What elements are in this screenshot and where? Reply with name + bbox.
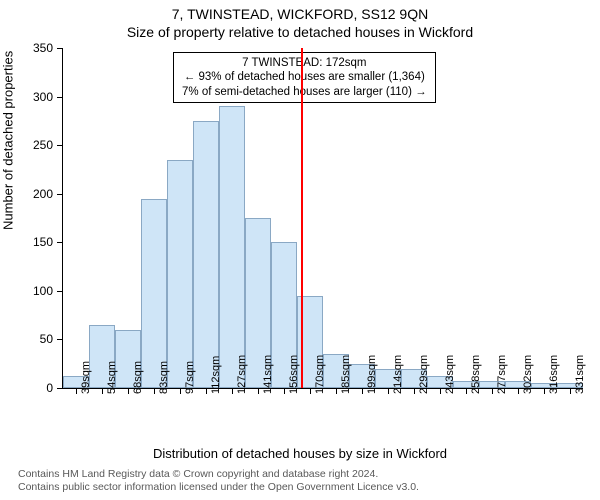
x-tick-label: 54sqm bbox=[106, 361, 118, 394]
x-tick bbox=[310, 388, 311, 394]
x-tick bbox=[570, 388, 571, 394]
x-tick bbox=[258, 388, 259, 394]
x-tick bbox=[154, 388, 155, 394]
x-tick bbox=[206, 388, 207, 394]
x-tick bbox=[492, 388, 493, 394]
x-tick-label: 316sqm bbox=[548, 355, 560, 394]
x-tick-label: 277sqm bbox=[496, 355, 508, 394]
annotation-line-3: 7% of semi-detached houses are larger (1… bbox=[182, 85, 427, 99]
x-tick bbox=[388, 388, 389, 394]
footer-line-2: Contains public sector information licen… bbox=[18, 481, 419, 494]
y-tick bbox=[57, 97, 63, 98]
x-tick-label: 170sqm bbox=[314, 355, 326, 394]
x-tick bbox=[76, 388, 77, 394]
y-tick bbox=[57, 339, 63, 340]
x-tick-label: 141sqm bbox=[262, 355, 274, 394]
histogram-bar bbox=[193, 121, 219, 388]
y-tick bbox=[57, 291, 63, 292]
x-tick bbox=[128, 388, 129, 394]
annotation-line-2: ← 93% of detached houses are smaller (1,… bbox=[182, 70, 427, 84]
x-tick-label: 199sqm bbox=[366, 355, 378, 394]
x-tick bbox=[232, 388, 233, 394]
y-tick bbox=[57, 388, 63, 389]
y-tick bbox=[57, 48, 63, 49]
y-tick-label: 200 bbox=[33, 187, 53, 201]
x-tick-label: 258sqm bbox=[470, 355, 482, 394]
y-tick-label: 50 bbox=[40, 332, 53, 346]
histogram-bar bbox=[219, 106, 245, 388]
x-axis-label: Distribution of detached houses by size … bbox=[0, 446, 600, 461]
x-tick-label: 97sqm bbox=[184, 361, 196, 394]
x-tick-label: 156sqm bbox=[288, 355, 300, 394]
x-tick-label: 229sqm bbox=[418, 355, 430, 394]
x-tick bbox=[102, 388, 103, 394]
x-tick-label: 39sqm bbox=[80, 361, 92, 394]
chart-subtitle: Size of property relative to detached ho… bbox=[0, 24, 600, 40]
x-tick bbox=[362, 388, 363, 394]
property-annotation-box: 7 TWINSTEAD: 172sqm ← 93% of detached ho… bbox=[173, 52, 436, 103]
y-tick bbox=[57, 242, 63, 243]
attribution-footer: Contains HM Land Registry data © Crown c… bbox=[18, 468, 419, 494]
y-tick-label: 0 bbox=[46, 381, 53, 395]
x-tick-label: 83sqm bbox=[158, 361, 170, 394]
y-tick-label: 300 bbox=[33, 90, 53, 104]
x-tick bbox=[466, 388, 467, 394]
y-tick bbox=[57, 194, 63, 195]
x-tick bbox=[544, 388, 545, 394]
x-tick bbox=[180, 388, 181, 394]
histogram-bar bbox=[167, 160, 193, 388]
x-tick bbox=[414, 388, 415, 394]
annotation-line-1: 7 TWINSTEAD: 172sqm bbox=[182, 56, 427, 70]
y-axis-label: Number of detached properties bbox=[1, 51, 16, 230]
x-tick bbox=[284, 388, 285, 394]
y-tick-label: 350 bbox=[33, 41, 53, 55]
y-tick-label: 100 bbox=[33, 284, 53, 298]
chart-title-address: 7, TWINSTEAD, WICKFORD, SS12 9QN bbox=[0, 6, 600, 22]
x-tick-label: 112sqm bbox=[210, 356, 222, 394]
y-tick bbox=[57, 145, 63, 146]
property-marker-line bbox=[301, 48, 303, 388]
x-tick-label: 243sqm bbox=[444, 355, 456, 394]
property-size-histogram: 7, TWINSTEAD, WICKFORD, SS12 9QN Size of… bbox=[0, 0, 600, 500]
histogram-bar bbox=[141, 199, 167, 388]
y-tick-label: 150 bbox=[33, 235, 53, 249]
x-tick bbox=[336, 388, 337, 394]
x-tick-label: 331sqm bbox=[574, 355, 586, 394]
y-tick-label: 250 bbox=[33, 138, 53, 152]
footer-line-1: Contains HM Land Registry data © Crown c… bbox=[18, 468, 419, 481]
x-tick-label: 214sqm bbox=[392, 355, 404, 394]
x-tick-label: 127sqm bbox=[236, 355, 248, 394]
x-tick bbox=[518, 388, 519, 394]
x-tick bbox=[440, 388, 441, 394]
plot-area: 7 TWINSTEAD: 172sqm ← 93% of detached ho… bbox=[62, 48, 583, 389]
x-tick-label: 302sqm bbox=[522, 355, 534, 394]
x-tick-label: 185sqm bbox=[340, 355, 352, 394]
x-tick-label: 68sqm bbox=[132, 361, 144, 394]
